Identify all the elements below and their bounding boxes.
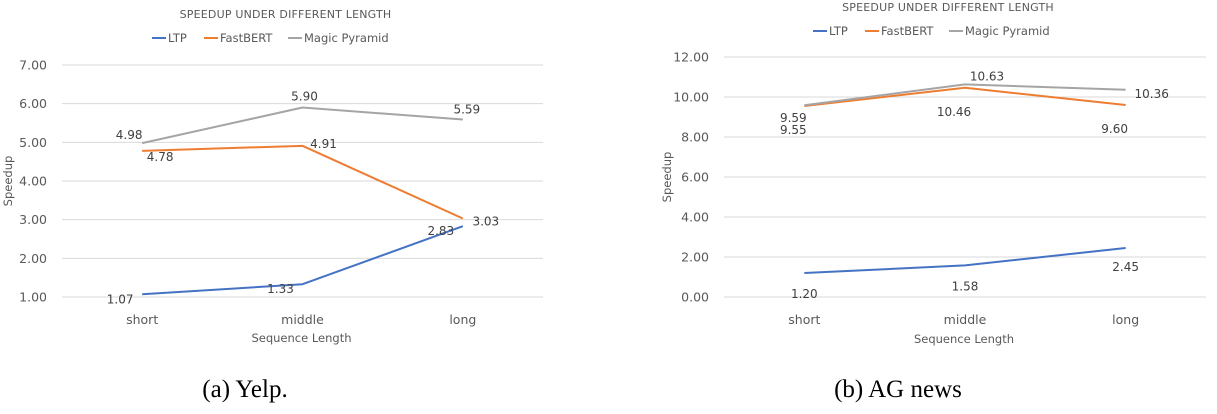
legend-entry-0: LTP [168, 31, 187, 45]
y-axis-label: Speedup [1, 156, 15, 207]
data-label: 2.83 [427, 224, 454, 238]
y-tick-label: 4.00 [19, 174, 47, 189]
data-label: 3.03 [472, 215, 499, 229]
legend-entry-2: Magic Pyramid [965, 24, 1050, 38]
data-label: 1.58 [952, 279, 979, 293]
y-tick-label: 0.00 [681, 290, 709, 305]
data-label: 4.98 [116, 128, 143, 142]
data-label: 4.91 [310, 137, 337, 151]
y-tick-label: 10.00 [673, 90, 709, 105]
data-label: 10.46 [937, 105, 971, 119]
x-tick-label: long [1112, 312, 1139, 327]
x-tick-label: long [449, 312, 476, 327]
data-label: 10.36 [1134, 87, 1168, 101]
y-tick-label: 1.00 [19, 290, 47, 305]
chart-title: SPEEDUP UNDER DIFFERENT LENGTH [180, 8, 392, 21]
series-line-ltp [142, 225, 464, 296]
x-axis-label: Sequence Length [251, 331, 351, 345]
series-line-magic-pyramid [141, 106, 463, 145]
series-line-fastbert [804, 86, 1126, 107]
y-tick-label: 6.00 [19, 96, 47, 111]
y-tick-label: 3.00 [19, 212, 47, 227]
data-label: 9.55 [780, 123, 807, 137]
chart-title: SPEEDUP UNDER DIFFERENT LENGTH [842, 1, 1054, 14]
y-tick-label: 4.00 [681, 210, 709, 225]
y-tick-label: 7.00 [19, 58, 47, 73]
legend-entry-2: Magic Pyramid [304, 31, 389, 45]
legend-entry-1: FastBERT [220, 31, 273, 45]
x-tick-label: short [788, 312, 820, 327]
data-label: 4.78 [147, 150, 174, 164]
y-tick-label: 8.00 [681, 130, 709, 145]
data-label: 10.63 [970, 69, 1004, 83]
y-tick-label: 12.00 [673, 50, 709, 65]
y-tick-label: 5.00 [19, 135, 47, 150]
x-tick-label: middle [281, 312, 324, 327]
data-label: 1.20 [791, 287, 818, 301]
series-line-ltp [804, 247, 1126, 274]
series-line-magic-pyramid [804, 83, 1126, 107]
chart-yelp: SPEEDUP UNDER DIFFERENT LENGTH LTP FastBER… [1, 8, 543, 403]
data-label: 9.59 [780, 111, 807, 125]
y-tick-label: 2.00 [19, 251, 47, 266]
legend-entry-0: LTP [829, 24, 848, 38]
y-axis-label: Speedup [660, 152, 674, 203]
data-label: 2.45 [1112, 260, 1139, 274]
chart-ag-news: SPEEDUP UNDER DIFFERENT LENGTH LTP FastBER… [660, 1, 1206, 403]
y-tick-label: 2.00 [681, 250, 709, 265]
x-tick-label: short [126, 312, 158, 327]
x-tick-label: middle [944, 312, 987, 327]
data-label: 1.33 [267, 282, 294, 296]
x-axis-label: Sequence Length [914, 332, 1014, 346]
figure-caption: (b) AG news [834, 376, 962, 403]
data-label: 5.59 [453, 103, 480, 117]
data-label: 1.07 [107, 292, 134, 306]
data-label: 5.90 [291, 90, 318, 104]
data-label: 9.60 [1101, 122, 1128, 136]
series-line-fastbert [142, 144, 464, 220]
legend-entry-1: FastBERT [881, 24, 934, 38]
y-tick-label: 6.00 [681, 170, 709, 185]
figure-caption: (a) Yelp. [202, 376, 287, 403]
